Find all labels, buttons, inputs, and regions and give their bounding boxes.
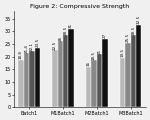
Bar bbox=[58, 41, 63, 107]
Bar bbox=[120, 58, 125, 107]
Text: 22.5: 22.5 bbox=[53, 41, 57, 50]
Text: 21.4: 21.4 bbox=[24, 44, 28, 53]
Text: 25.5: 25.5 bbox=[126, 33, 130, 42]
Text: 26: 26 bbox=[58, 36, 62, 41]
Bar bbox=[52, 50, 58, 107]
Text: 28.5: 28.5 bbox=[64, 25, 68, 35]
Text: 22.1: 22.1 bbox=[30, 42, 34, 51]
Title: Figure 2: Compressive Strength: Figure 2: Compressive Strength bbox=[30, 4, 129, 9]
Bar bbox=[34, 48, 40, 107]
Text: 18.5: 18.5 bbox=[92, 51, 96, 60]
Text: 23.5: 23.5 bbox=[35, 38, 39, 47]
Text: 18.8: 18.8 bbox=[19, 50, 23, 59]
Bar bbox=[86, 67, 91, 107]
Bar bbox=[125, 43, 131, 107]
Bar bbox=[91, 60, 97, 107]
Text: 21: 21 bbox=[98, 48, 102, 54]
Bar bbox=[24, 53, 29, 107]
Text: 28.5: 28.5 bbox=[131, 25, 135, 35]
Text: 27: 27 bbox=[103, 33, 107, 38]
Bar bbox=[68, 29, 74, 107]
Bar bbox=[136, 25, 141, 107]
Text: 16: 16 bbox=[87, 61, 91, 66]
Bar bbox=[63, 35, 68, 107]
Bar bbox=[102, 39, 108, 107]
Text: 32.5: 32.5 bbox=[137, 15, 141, 24]
Bar bbox=[97, 54, 102, 107]
Bar bbox=[131, 35, 136, 107]
Bar bbox=[29, 51, 34, 107]
Text: 19.5: 19.5 bbox=[120, 48, 124, 57]
Text: 31: 31 bbox=[69, 23, 73, 28]
Bar bbox=[18, 60, 24, 107]
